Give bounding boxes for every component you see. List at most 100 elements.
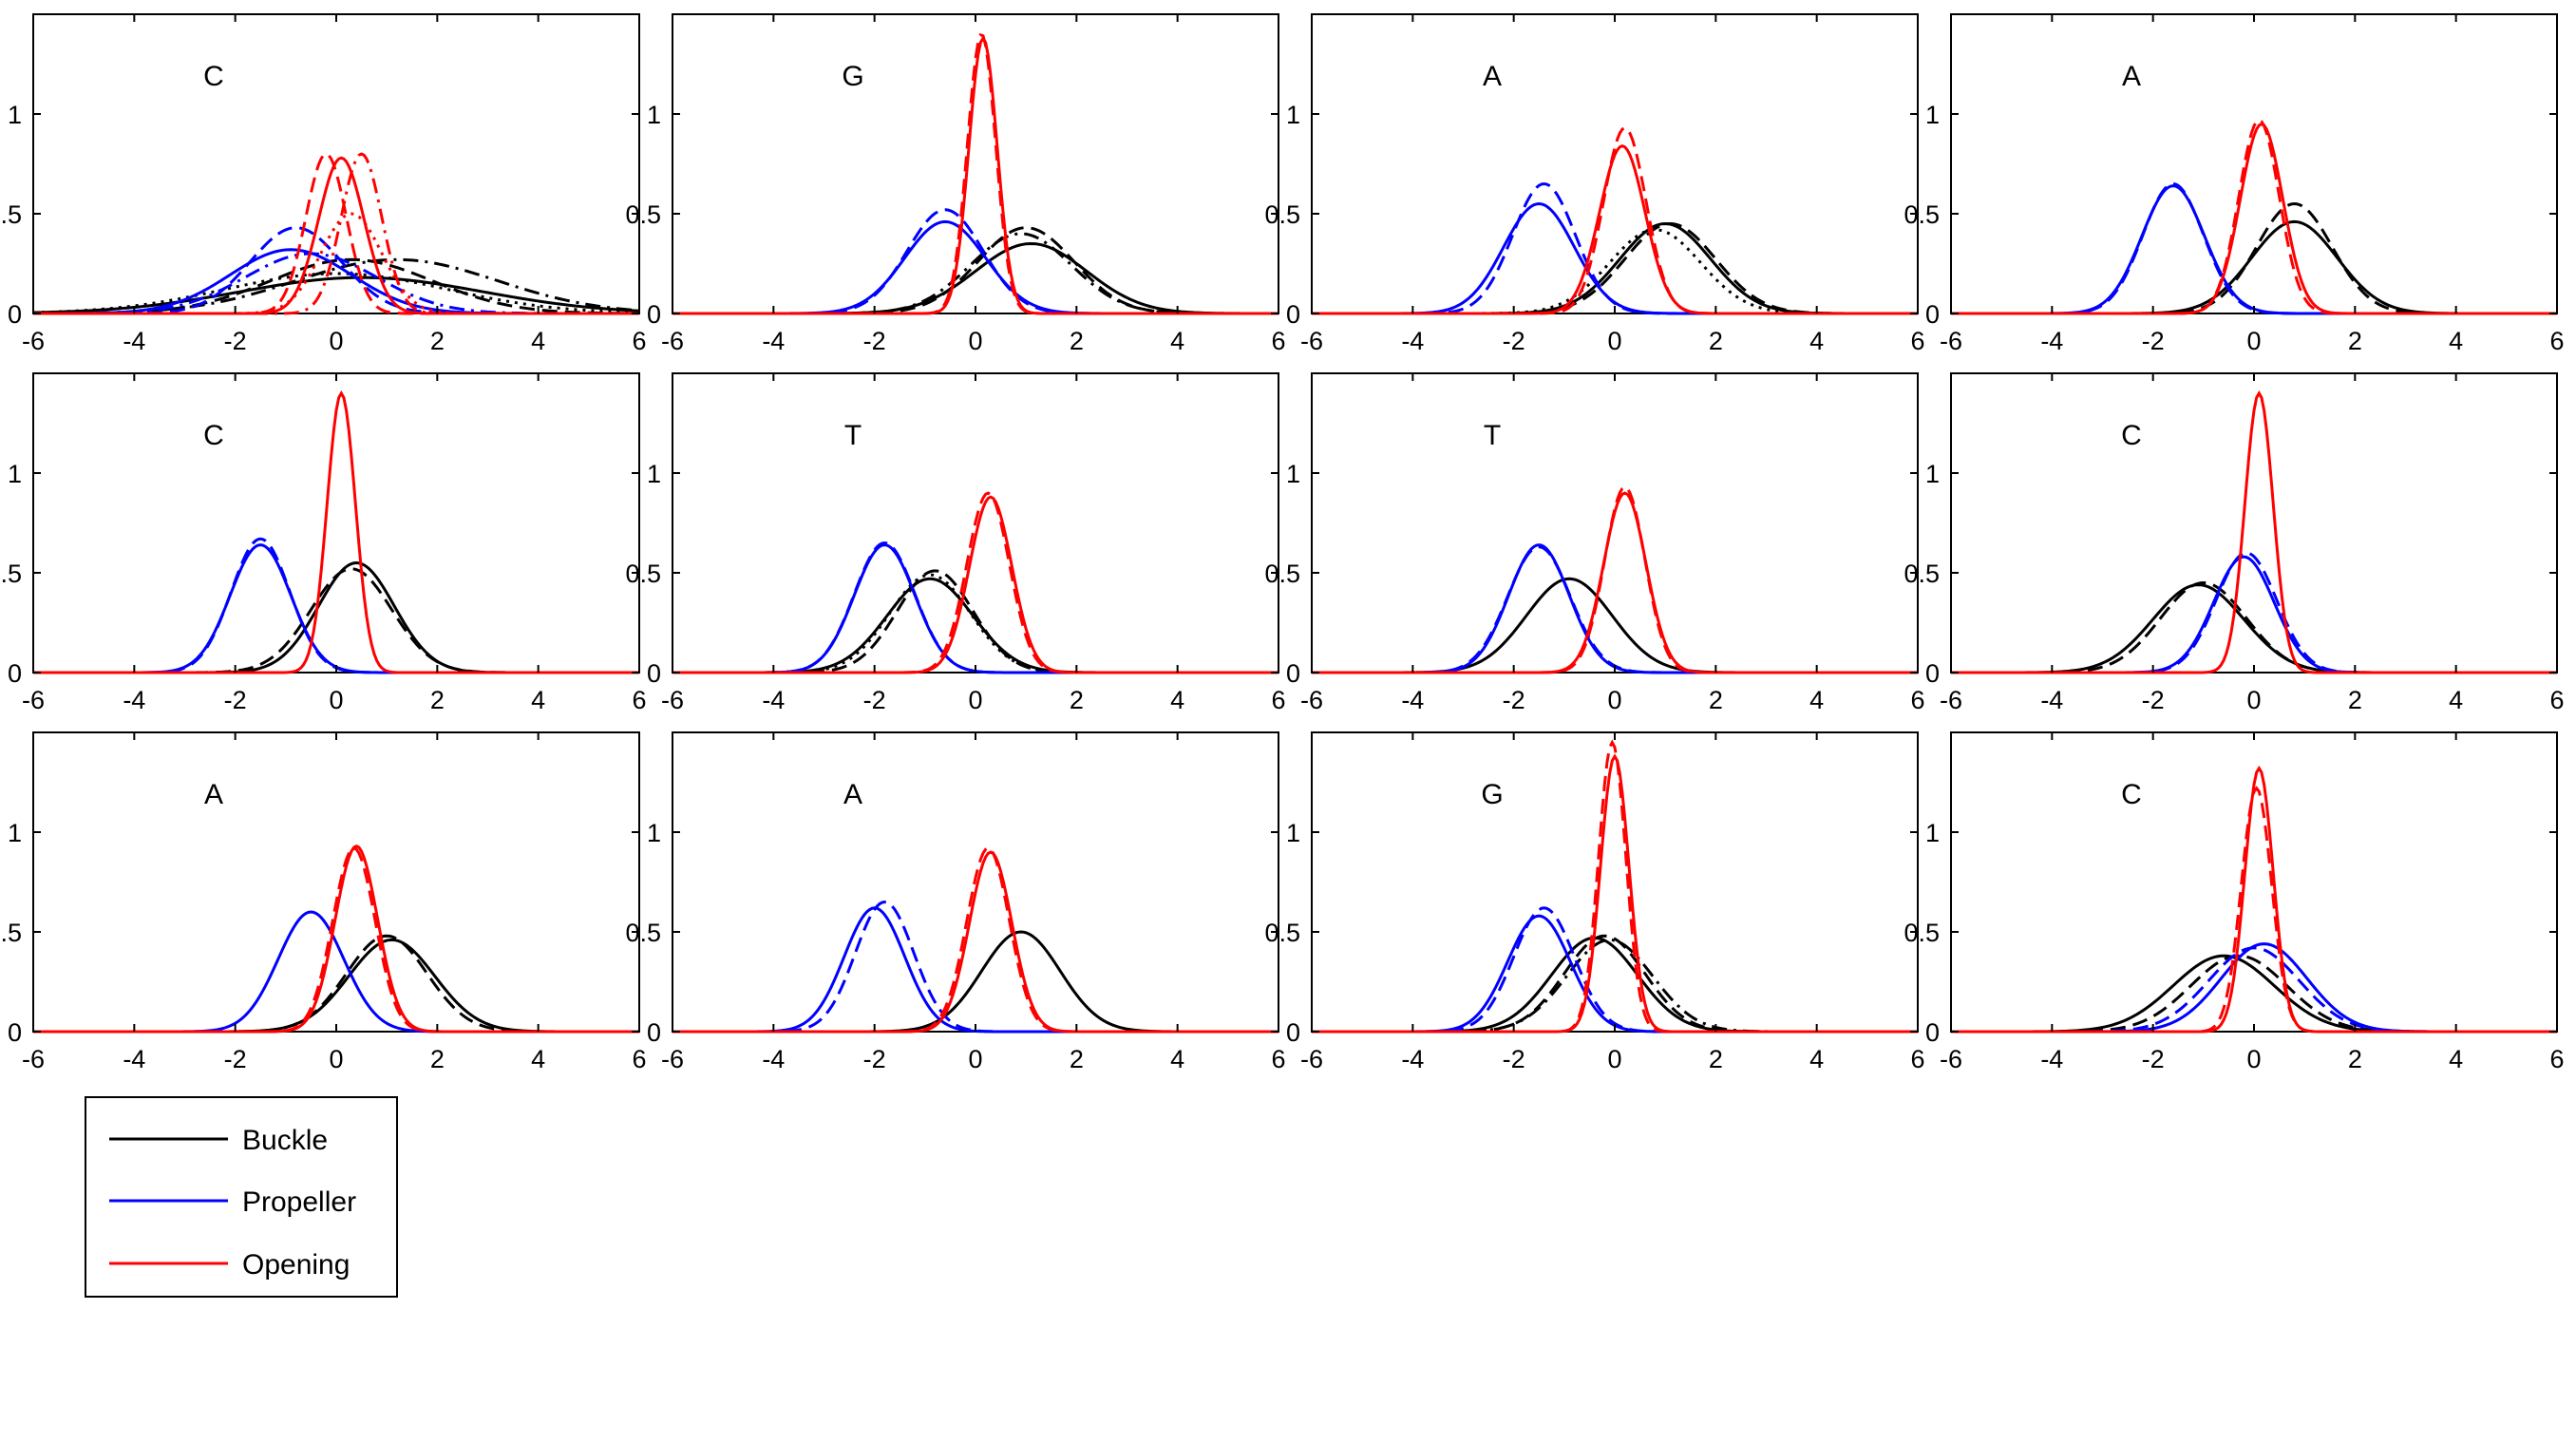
x-tick-label: 4: [531, 327, 545, 355]
x-tick-label: 0: [329, 686, 343, 714]
x-tick-label: 6: [632, 327, 646, 355]
x-tick-label: 4: [1809, 327, 1824, 355]
x-tick-label: -6: [1940, 327, 1962, 355]
x-tick-label: -2: [224, 327, 247, 355]
y-tick-label: 0: [647, 1018, 661, 1047]
plot-area: [1950, 731, 2558, 1033]
y-tick-label: 0: [647, 300, 661, 329]
plot-area: [1311, 731, 1919, 1033]
x-tick-label: -6: [22, 1045, 45, 1073]
y-tick-label: 0.5: [625, 560, 661, 588]
x-tick-label: -4: [1401, 686, 1424, 714]
y-tick-label: 0: [1925, 1018, 1940, 1047]
panel-letter: A: [204, 779, 223, 810]
x-tick-label: 2: [2348, 1045, 2362, 1073]
x-tick-label: 2: [2348, 686, 2362, 714]
x-tick-label: -2: [2142, 327, 2165, 355]
y-tick-label: 1: [8, 101, 22, 129]
legend-label-propeller: Propeller: [242, 1186, 356, 1218]
y-tick-label: 1: [1925, 819, 1940, 847]
x-tick-label: 4: [531, 1045, 545, 1073]
x-tick-label: 6: [1910, 327, 1924, 355]
y-tick-label: 0.5: [1904, 560, 1940, 588]
plot-area: [1950, 13, 2558, 314]
y-tick-label: 0: [1925, 659, 1940, 688]
y-tick-label: 0.5: [625, 919, 661, 947]
x-tick-label: -4: [1401, 1045, 1424, 1073]
x-tick-label: 6: [1271, 686, 1285, 714]
panel-9: -6 -4 -2 0 2 4 6 0 0.5 1 A: [0, 731, 647, 1073]
panel-letter: T: [1484, 420, 1501, 451]
x-tick-label: 6: [632, 686, 646, 714]
x-tick-label: -2: [863, 327, 886, 355]
y-tick-label: 0: [647, 659, 661, 688]
panel-12: -6 -4 -2 0 2 4 600.51C: [1904, 731, 2565, 1073]
y-tick-label: 0.5: [625, 200, 661, 229]
x-tick-label: 0: [1607, 327, 1621, 355]
y-tick-label: 1: [1925, 101, 1940, 129]
x-tick-label: 6: [1910, 1045, 1924, 1073]
panel-3: -6 -4 -2 0 2 4 600.51A: [1264, 13, 1925, 355]
x-tick-label: -2: [1503, 1045, 1525, 1073]
panel-letter: G: [842, 61, 863, 92]
x-tick-label: 4: [1170, 1045, 1184, 1073]
panel-letter: A: [1483, 61, 1502, 92]
panel-letter: C: [2121, 779, 2142, 810]
x-tick-label: 0: [968, 327, 982, 355]
x-tick-label: -2: [224, 1045, 247, 1073]
x-tick-label: 4: [1170, 686, 1184, 714]
panel-letter: A: [843, 779, 862, 810]
x-tick-label: 2: [1709, 1045, 1723, 1073]
y-tick-label: 0: [1286, 300, 1300, 329]
panel-5: -6 -4 -2 0 2 4 6 0 0.5 1 C: [0, 372, 647, 714]
panel-10: -6 -4 -2 0 2 4 600.51A: [625, 731, 1286, 1073]
x-tick-label: 6: [2549, 686, 2564, 714]
x-tick-label: 4: [1809, 686, 1824, 714]
panel-letter: C: [2121, 420, 2142, 451]
x-tick-label: -4: [123, 1045, 145, 1073]
panel-1: -6 -4 -2 0 2 4 6 0 0.5 1 C: [0, 13, 647, 355]
x-tick-label: 0: [2246, 327, 2261, 355]
y-tick-label: 0.5: [1264, 200, 1300, 229]
x-tick-label: 6: [1910, 686, 1924, 714]
plot-area: [672, 13, 1279, 314]
y-tick-label: 0: [1286, 1018, 1300, 1047]
x-tick-label: -6: [1940, 686, 1962, 714]
y-tick-label: 0: [1925, 300, 1940, 329]
legend: Buckle Propeller Opening: [85, 1096, 398, 1298]
y-tick-label: 0.5: [0, 560, 22, 588]
y-tick-label: 0: [8, 1018, 22, 1047]
y-tick-label: 0.5: [0, 919, 22, 947]
x-tick-label: 2: [430, 686, 445, 714]
x-tick-label: -6: [1300, 1045, 1323, 1073]
x-tick-label: -2: [224, 686, 247, 714]
y-tick-label: 1: [647, 819, 661, 847]
x-tick-label: 6: [1271, 1045, 1285, 1073]
x-tick-label: 2: [1070, 327, 1084, 355]
x-tick-label: -4: [1401, 327, 1424, 355]
x-tick-label: -4: [2040, 327, 2063, 355]
x-tick-label: -6: [1300, 327, 1323, 355]
panel-6: -6 -4 -2 0 2 4 600.51T: [625, 372, 1286, 714]
y-tick-label: 0: [8, 659, 22, 688]
panel-11: -6 -4 -2 0 2 4 600.51G: [1264, 731, 1925, 1073]
x-tick-label: -2: [2142, 686, 2165, 714]
panel-letter: G: [1481, 779, 1503, 810]
x-tick-label: 6: [1271, 327, 1285, 355]
x-tick-label: -6: [22, 686, 45, 714]
x-tick-label: 2: [430, 327, 445, 355]
y-tick-label: 1: [1286, 819, 1300, 847]
panel-4: -6 -4 -2 0 2 4 600.51A: [1904, 13, 2565, 355]
x-tick-label: -4: [762, 327, 785, 355]
x-tick-label: -2: [1503, 686, 1525, 714]
x-tick-label: -4: [2040, 686, 2063, 714]
x-tick-label: 0: [329, 1045, 343, 1073]
x-tick-label: -2: [1503, 327, 1525, 355]
x-tick-label: 0: [329, 327, 343, 355]
x-tick-label: -4: [762, 686, 785, 714]
panel-letter: T: [844, 420, 862, 451]
x-tick-label: 0: [968, 1045, 982, 1073]
x-tick-label: 0: [2246, 686, 2261, 714]
y-tick-label: 0.5: [1904, 919, 1940, 947]
